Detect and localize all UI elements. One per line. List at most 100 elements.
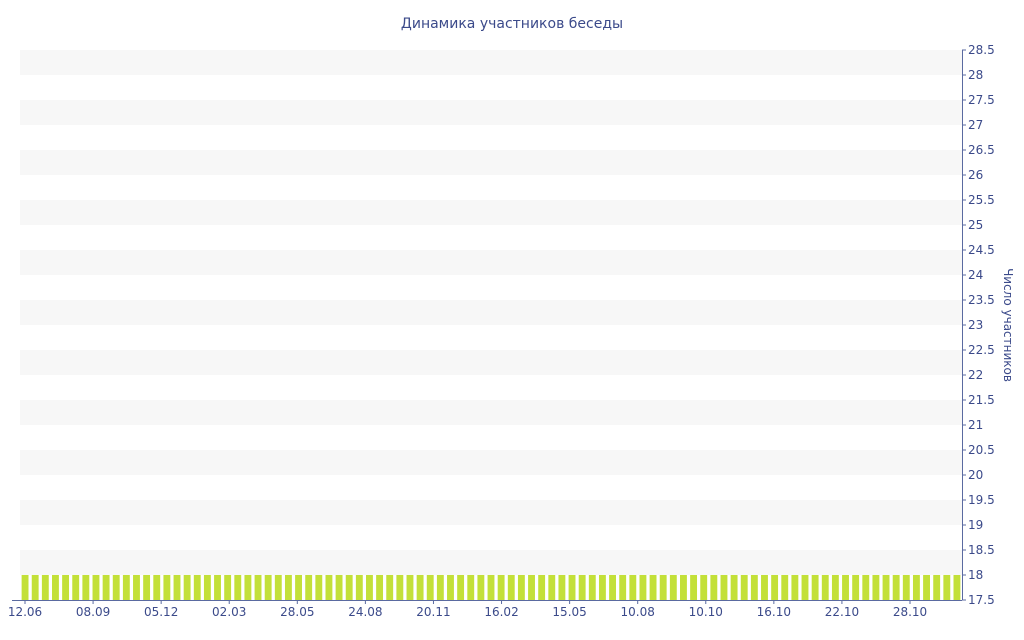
grid-band bbox=[20, 150, 962, 175]
grid-band bbox=[20, 350, 962, 375]
grid-band bbox=[20, 300, 962, 325]
bar bbox=[882, 575, 890, 600]
bar bbox=[62, 575, 70, 600]
y-tick-label: 24 bbox=[968, 268, 983, 282]
bar bbox=[173, 575, 181, 600]
bar bbox=[700, 575, 708, 600]
bar bbox=[386, 575, 394, 600]
x-tick-label: 16.10 bbox=[757, 605, 791, 619]
bar bbox=[274, 575, 282, 600]
grid-band bbox=[20, 450, 962, 475]
bar bbox=[629, 575, 637, 600]
bar bbox=[396, 575, 404, 600]
bar bbox=[82, 575, 90, 600]
y-ticks: 17.5 18 18.5 19 19.5 20 20.5 21 21.5 22 22.5 23 23.5… bbox=[962, 43, 995, 607]
bar bbox=[517, 575, 525, 600]
bar bbox=[41, 575, 49, 600]
bar bbox=[416, 575, 424, 600]
y-tick-label: 18 bbox=[968, 568, 983, 582]
y-tick-label: 25 bbox=[968, 218, 983, 232]
bar bbox=[578, 575, 586, 600]
grid-band bbox=[20, 100, 962, 125]
x-tick-label: 02.03 bbox=[212, 605, 246, 619]
bar bbox=[315, 575, 323, 600]
bar bbox=[791, 575, 799, 600]
x-tick-label: 20.11 bbox=[416, 605, 450, 619]
bar bbox=[335, 575, 343, 600]
bar bbox=[872, 575, 880, 600]
bar bbox=[659, 575, 667, 600]
bar bbox=[143, 575, 151, 600]
bar bbox=[598, 575, 606, 600]
bar bbox=[436, 575, 444, 600]
bar bbox=[568, 575, 576, 600]
bar bbox=[345, 575, 353, 600]
bar bbox=[92, 575, 100, 600]
chart-title: Динамика участников беседы bbox=[401, 16, 623, 32]
bar bbox=[507, 575, 515, 600]
grid-band bbox=[20, 400, 962, 425]
bar bbox=[710, 575, 718, 600]
bar bbox=[244, 575, 252, 600]
y-tick-label: 22.5 bbox=[968, 343, 995, 357]
bar bbox=[740, 575, 748, 600]
bar bbox=[122, 575, 130, 600]
bar bbox=[588, 575, 596, 600]
y-tick-label: 24.5 bbox=[968, 243, 995, 257]
bar bbox=[528, 575, 535, 600]
bar bbox=[953, 575, 961, 600]
bar bbox=[558, 575, 566, 600]
x-tick-label: 08.09 bbox=[76, 605, 110, 619]
grid-band bbox=[20, 500, 962, 525]
y-tick-label: 20 bbox=[968, 468, 983, 482]
grid-bands bbox=[20, 50, 962, 575]
y-tick-label: 26.5 bbox=[968, 143, 995, 157]
bar bbox=[912, 575, 920, 600]
bar bbox=[203, 575, 211, 600]
bar bbox=[548, 575, 556, 600]
bar bbox=[153, 575, 161, 600]
y-tick-label: 28.5 bbox=[968, 43, 995, 57]
x-ticks: 12.06 08.09 05.12 02.03 28.05 24.08 20.11 16.02… bbox=[8, 600, 927, 619]
grid-band bbox=[20, 50, 962, 75]
bar bbox=[234, 575, 242, 600]
bar bbox=[801, 575, 809, 600]
bar bbox=[902, 575, 910, 600]
bar bbox=[325, 575, 333, 600]
bar bbox=[831, 575, 839, 600]
bar bbox=[366, 575, 373, 600]
bar bbox=[133, 575, 140, 600]
bar bbox=[102, 575, 110, 600]
bar bbox=[477, 575, 485, 600]
grid-band bbox=[20, 250, 962, 275]
bar bbox=[112, 575, 120, 600]
y-tick-label: 19 bbox=[968, 518, 983, 532]
x-tick-label: 24.08 bbox=[348, 605, 382, 619]
bar bbox=[21, 575, 29, 600]
bar bbox=[467, 575, 475, 600]
bar bbox=[609, 575, 616, 600]
y-tick-label: 23.5 bbox=[968, 293, 995, 307]
bar bbox=[183, 575, 191, 600]
bar bbox=[639, 575, 647, 600]
x-tick-label: 12.06 bbox=[8, 605, 42, 619]
x-tick-label: 10.10 bbox=[689, 605, 723, 619]
bar bbox=[457, 575, 465, 600]
y-tick-label: 21.5 bbox=[968, 393, 995, 407]
bar bbox=[497, 575, 505, 600]
y-axis-label: Число участников bbox=[1001, 268, 1015, 382]
bar bbox=[538, 575, 546, 600]
bar bbox=[214, 575, 221, 600]
bar bbox=[426, 575, 434, 600]
bars bbox=[21, 575, 961, 600]
bar bbox=[193, 575, 201, 600]
y-tick-label: 25.5 bbox=[968, 193, 995, 207]
y-tick-label: 19.5 bbox=[968, 493, 995, 507]
y-tick-label: 20.5 bbox=[968, 443, 995, 457]
x-tick-label: 15.05 bbox=[552, 605, 586, 619]
bar bbox=[649, 575, 657, 600]
bar bbox=[892, 575, 900, 600]
x-tick-label: 28.10 bbox=[893, 605, 927, 619]
bar bbox=[224, 575, 232, 600]
